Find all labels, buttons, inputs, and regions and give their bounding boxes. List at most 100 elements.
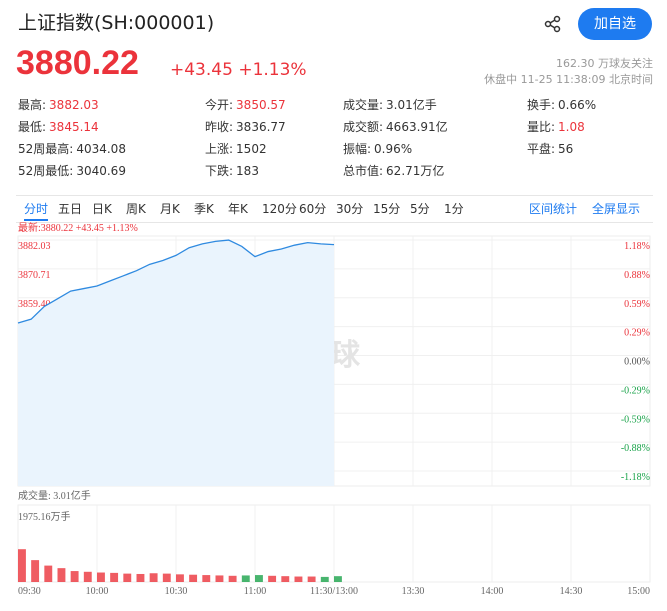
stat: 52周最高: 4034.08	[18, 140, 126, 157]
volume-bar	[294, 576, 303, 582]
volume-bar	[189, 574, 198, 582]
stat: 总市值: 62.71万亿	[343, 162, 444, 179]
y2-tick-label: 0.59%	[624, 299, 650, 310]
tab-link[interactable]: 区间统计	[529, 202, 578, 216]
stat-value: 3850.57	[236, 98, 286, 112]
stat: 平盘: 56	[527, 140, 573, 157]
y2-tick-label: 0.88%	[624, 270, 650, 281]
tab[interactable]: 日K	[92, 202, 112, 216]
y-tick-label: 3870.71	[18, 270, 51, 281]
stat: 成交量: 3.01亿手	[343, 96, 437, 113]
stat-label: 平盘:	[527, 142, 556, 156]
stat-label: 52周最高:	[18, 142, 74, 156]
y-tick-label: 3859.40	[18, 299, 51, 310]
volume-bar	[176, 574, 184, 582]
volume-bar	[83, 571, 92, 582]
volume-bar	[281, 576, 290, 582]
y2-tick-label: 0.00%	[624, 357, 650, 368]
price-area	[18, 240, 334, 486]
x-tick-label: 09:30	[18, 586, 41, 597]
stat: 今开: 3850.57	[205, 96, 286, 113]
volume-bar	[215, 575, 224, 582]
tab[interactable]: 分时	[24, 200, 49, 221]
stat-label: 量比:	[527, 120, 556, 134]
intraday-chart: 最新:3880.22 +43.45 +1.13% 3882.03 1.18% 3870…	[17, 221, 651, 597]
volume-bar	[97, 572, 105, 582]
volume-bar	[110, 572, 119, 582]
volume-bar	[18, 549, 26, 582]
chart-info: 最新:3880.22 +43.45 +1.13%	[18, 221, 138, 234]
add-watchlist-button[interactable]: 加自选	[578, 8, 652, 40]
stat-label: 上涨:	[205, 142, 234, 156]
volume-bar	[44, 565, 53, 582]
volume-bar	[123, 573, 132, 582]
market-status: 休盘中 11-25 11:38:09 北京时间	[484, 73, 653, 86]
stat-value: 4663.91亿	[386, 120, 448, 134]
title: 上证指数(SH:000001)	[18, 12, 215, 34]
stat: 换手: 0.66%	[527, 96, 596, 113]
stat: 下跌: 183	[205, 162, 259, 179]
volume-bar	[228, 575, 237, 582]
stat-value: 3882.03	[49, 98, 99, 112]
stat-label: 成交量:	[343, 98, 384, 112]
volume-bar	[268, 575, 277, 582]
volume-bar	[307, 576, 316, 582]
stat-value: 56	[558, 142, 574, 156]
tab-bar: 分时 五日 日K 周K 月K 季K 年K 120分 60分 30分 15分 5分 1分 区间统计 全屏显示	[16, 195, 653, 223]
stat-value: 3.01亿手	[386, 98, 437, 112]
stat-value: 3040.69	[76, 164, 126, 178]
stat-label: 成交额:	[343, 120, 384, 134]
volume-bar	[241, 575, 250, 582]
x-tick-label: 15:00	[627, 586, 650, 597]
volume-bar	[70, 571, 79, 582]
tab[interactable]: 120分	[262, 202, 297, 216]
volume-bar	[162, 573, 171, 582]
stat: 成交额: 4663.91亿	[343, 118, 448, 135]
tab[interactable]: 年K	[228, 202, 248, 216]
tab[interactable]: 1分	[444, 202, 464, 216]
stat-value: 1.08	[558, 120, 585, 134]
stat-label: 今开:	[205, 98, 234, 112]
stat: 最低: 3845.14	[18, 118, 99, 135]
x-tick-label: 13:30	[402, 586, 425, 597]
stat-value: 3845.14	[49, 120, 99, 134]
stat: 最高: 3882.03	[18, 96, 99, 113]
stat: 上涨: 1502	[205, 140, 267, 157]
stat-label: 下跌:	[205, 164, 234, 178]
stat-value: 62.71万亿	[386, 164, 445, 178]
stat-label: 换手:	[527, 98, 556, 112]
stat: 振幅: 0.96%	[343, 140, 412, 157]
stat-label: 昨收:	[205, 120, 234, 134]
stat-value: 183	[236, 164, 259, 178]
share-icon[interactable]	[544, 15, 562, 33]
x-tick-label: 14:00	[481, 586, 504, 597]
y2-tick-label: -0.59%	[621, 414, 650, 425]
x-tick-label: 10:00	[86, 586, 109, 597]
price: 3880.22	[16, 44, 139, 82]
followers: 162.30 万球友关注	[556, 57, 653, 70]
stat-value: 1502	[236, 142, 267, 156]
tab-link[interactable]: 全屏显示	[592, 202, 641, 216]
volume-label: 成交量: 3.01亿手	[18, 489, 91, 502]
stat: 昨收: 3836.77	[205, 118, 286, 135]
tab[interactable]: 60分	[299, 202, 327, 216]
price-line	[17, 239, 335, 324]
volume-bar	[202, 575, 211, 582]
tab[interactable]: 周K	[126, 202, 146, 216]
volume-bar	[320, 576, 329, 582]
tab[interactable]: 月K	[160, 202, 180, 216]
change-percent: +1.13%	[238, 60, 307, 80]
tab[interactable]: 5分	[410, 202, 430, 216]
tab[interactable]: 季K	[194, 202, 214, 216]
stat: 量比: 1.08	[527, 118, 585, 135]
x-tick-label: 10:30	[165, 586, 188, 597]
volume-bar	[334, 576, 342, 582]
stat-label: 总市值:	[343, 164, 384, 178]
x-tick-label: 11:00	[244, 586, 266, 597]
tab[interactable]: 30分	[336, 202, 364, 216]
volume-bar	[136, 573, 145, 582]
y2-tick-label: -0.88%	[621, 443, 650, 454]
tab[interactable]: 五日	[58, 202, 83, 216]
tab[interactable]: 15分	[373, 202, 401, 216]
